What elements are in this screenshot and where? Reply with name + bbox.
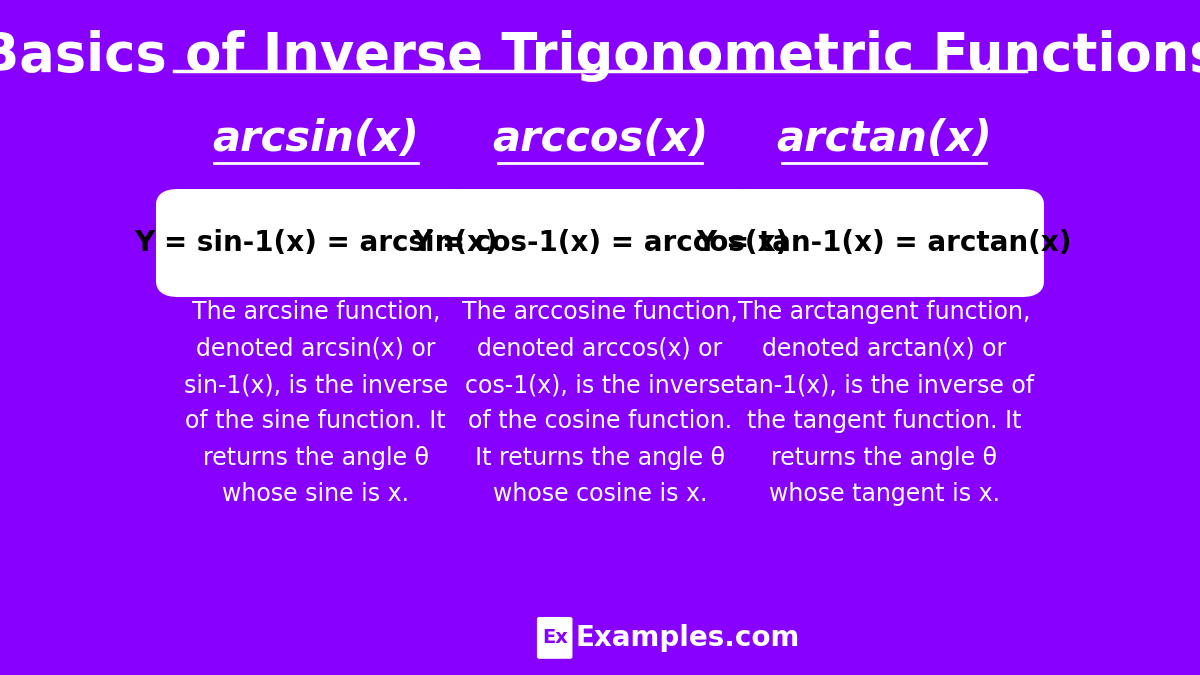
FancyBboxPatch shape bbox=[156, 189, 475, 297]
Text: arctan(x): arctan(x) bbox=[776, 118, 992, 160]
Text: The arcsine function,
denoted arcsin(x) or
sin-1(x), is the inverse
of the sine : The arcsine function, denoted arcsin(x) … bbox=[184, 300, 448, 506]
Text: Basics of Inverse Trigonometric Functions: Basics of Inverse Trigonometric Function… bbox=[0, 30, 1200, 82]
FancyBboxPatch shape bbox=[536, 617, 572, 659]
Text: Y = tan-1(x) = arctan(x): Y = tan-1(x) = arctan(x) bbox=[696, 229, 1072, 257]
FancyBboxPatch shape bbox=[440, 189, 760, 297]
FancyBboxPatch shape bbox=[725, 189, 1044, 297]
Text: Ex: Ex bbox=[541, 628, 568, 647]
Text: Y = cos-1(x) = arccos(x): Y = cos-1(x) = arccos(x) bbox=[412, 229, 788, 257]
Text: arccos(x): arccos(x) bbox=[492, 118, 708, 160]
Text: The arctangent function,
denoted arctan(x) or
tan-1(x), is the inverse of
the ta: The arctangent function, denoted arctan(… bbox=[734, 300, 1034, 506]
Text: arcsin(x): arcsin(x) bbox=[212, 118, 419, 160]
Text: Y = sin-1(x) = arcsin(x): Y = sin-1(x) = arcsin(x) bbox=[134, 229, 498, 257]
Text: The arccosine function,
denoted arccos(x) or
cos-1(x), is the inverse
of the cos: The arccosine function, denoted arccos(x… bbox=[462, 300, 738, 506]
Text: Examples.com: Examples.com bbox=[575, 624, 799, 652]
